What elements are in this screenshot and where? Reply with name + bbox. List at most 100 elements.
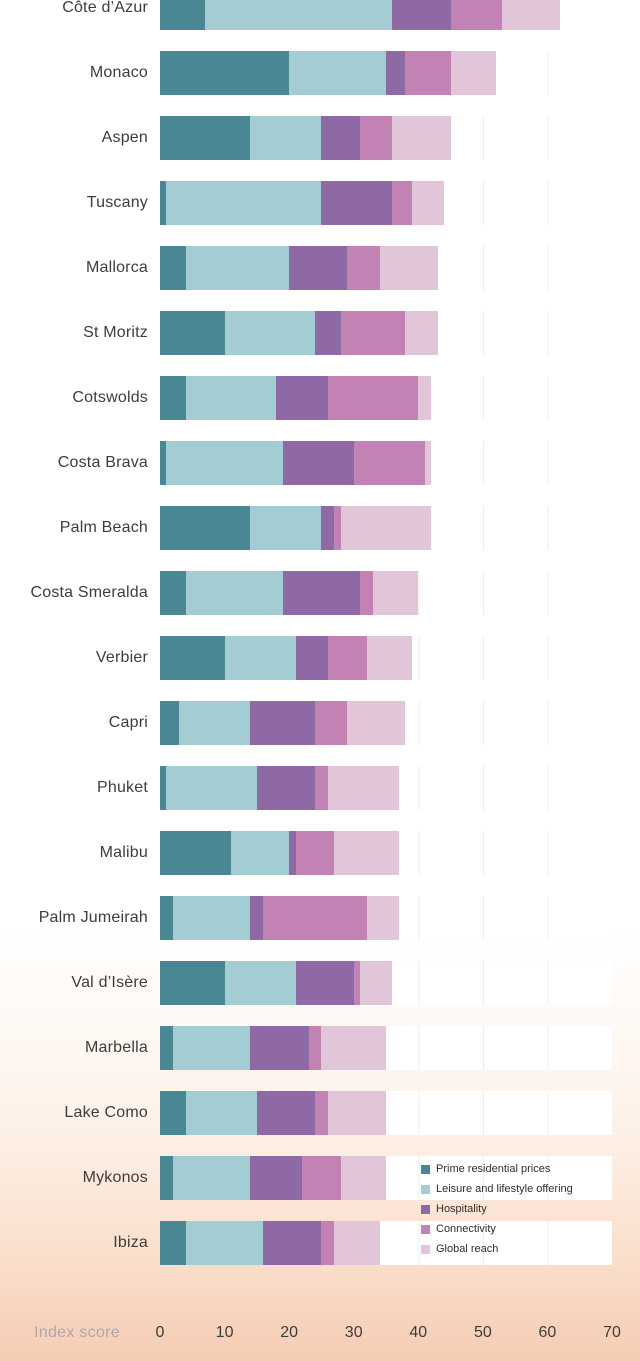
bar-segment-3: [289, 246, 348, 290]
bar-segment-1: [160, 506, 251, 550]
x-tick-label: 10: [215, 1324, 234, 1341]
legend-swatch: [421, 1164, 430, 1174]
bar-segment-5: [347, 701, 406, 745]
category-label: Côte d’Azur: [62, 0, 148, 16]
category-label: Costa Smeralda: [30, 584, 148, 601]
bar-segment-4: [360, 571, 374, 615]
bar-segment-5: [334, 1221, 380, 1265]
bar-segment-1: [160, 1091, 186, 1135]
bar-row: Palm Jumeirah: [0, 896, 640, 940]
category-label: Val d’Isère: [71, 974, 148, 991]
bar-segment-5: [418, 376, 432, 420]
bar-row: Phuket: [0, 766, 640, 810]
bar-row: Mallorca: [0, 246, 640, 290]
bar-segment-3: [250, 701, 315, 745]
bar-segment-3: [289, 831, 296, 875]
bar-segment-5: [366, 636, 412, 680]
bar-segment-2: [166, 181, 322, 225]
category-label: Monaco: [89, 64, 148, 81]
bar-segment-5: [411, 181, 445, 225]
bar-segment-3: [256, 1091, 315, 1135]
bar-row: Côte d’Azur: [0, 0, 640, 30]
bar-segment-1: [160, 246, 186, 290]
bar-segment-5: [502, 0, 561, 30]
bar-segment-4: [360, 116, 393, 160]
bar-track: [160, 51, 612, 95]
bar-segment-4: [314, 766, 328, 810]
x-axis-ticks: 0 10 20 30 40 50 60 70: [156, 1324, 621, 1346]
bar-segment-3: [256, 766, 315, 810]
bar-track: [160, 1156, 612, 1200]
bar-row: Palm Beach: [0, 506, 640, 550]
bar-segment-2: [172, 1026, 251, 1070]
x-axis: Index score 0 10 20 30 40 50 60 70: [0, 1286, 640, 1361]
bar-segment-4: [263, 896, 367, 940]
bar-segment-4: [314, 701, 348, 745]
bar-segment-3: [321, 181, 393, 225]
bar-segment-3: [276, 376, 328, 420]
bar-row: Marbella: [0, 1026, 640, 1070]
bar-segment-1: [160, 961, 225, 1005]
bar-segment-3: [250, 1156, 303, 1200]
bar-segment-1: [160, 376, 186, 420]
legend-item: Prime residential prices: [421, 1163, 573, 1175]
bar-row: Malibu: [0, 831, 640, 875]
bar-segment-4: [392, 181, 412, 225]
bar-segment-3: [321, 116, 361, 160]
bar-row: Verbier: [0, 636, 640, 680]
legend-label: Prime residential prices: [436, 1163, 551, 1175]
bar-segment-3: [314, 311, 341, 355]
bar-track: [160, 1026, 612, 1070]
bar-segment-2: [172, 896, 251, 940]
bar-track: [160, 246, 612, 290]
x-tick-label: 40: [409, 1324, 428, 1341]
bar-segment-2: [172, 1156, 251, 1200]
bar-row: St Moritz: [0, 311, 640, 355]
bar-segment-1: [160, 636, 225, 680]
bar-segment-1: [160, 181, 167, 225]
bar-track: [160, 181, 612, 225]
category-label: Tuscany: [86, 194, 148, 211]
bar-segment-4: [295, 831, 335, 875]
category-label: Mallorca: [85, 259, 148, 276]
legend-label: Global reach: [436, 1243, 499, 1255]
bar-segment-2: [185, 1091, 257, 1135]
bar-track: [160, 311, 612, 355]
bar-row: Lake Como: [0, 1091, 640, 1135]
bar-row: Costa Brava: [0, 441, 640, 485]
legend-label: Hospitality: [436, 1203, 487, 1215]
bar-row: Capri: [0, 701, 640, 745]
category-label: Cotswolds: [72, 389, 148, 406]
bar-segment-1: [160, 831, 232, 875]
category-label: Costa Brava: [57, 454, 148, 471]
category-label: Malibu: [99, 844, 148, 861]
bar-segment-5: [366, 896, 399, 940]
legend-swatch: [421, 1204, 430, 1214]
legend-item: Leisure and lifestyle offering: [421, 1183, 573, 1195]
legend-item: Hospitality: [421, 1203, 573, 1215]
bar-segment-2: [224, 636, 296, 680]
bar-segment-3: [321, 506, 335, 550]
bar-rows: Côte d’Azur Monaco Aspen Tuscany Mallorca St …: [0, 0, 640, 1265]
bar-segment-5: [405, 311, 438, 355]
bar-segment-2: [250, 116, 322, 160]
bar-segment-3: [282, 571, 361, 615]
bar-segment-5: [334, 831, 399, 875]
category-label: Verbier: [95, 649, 148, 666]
bar-segment-1: [160, 1026, 173, 1070]
bar-segment-1: [160, 0, 206, 30]
bar-segment-2: [231, 831, 290, 875]
bar-segment-1: [160, 441, 167, 485]
bar-segment-1: [160, 571, 186, 615]
bar-track: [160, 116, 612, 160]
bar-segment-2: [185, 1221, 264, 1265]
bar-segment-1: [160, 51, 290, 95]
x-tick-label: 30: [344, 1324, 363, 1341]
bar-row: Monaco: [0, 51, 640, 95]
bar-segment-5: [321, 1026, 386, 1070]
x-axis-label: Index score: [34, 1324, 121, 1341]
bar-segment-4: [327, 376, 419, 420]
bar-track: [160, 701, 612, 745]
bar-segment-4: [353, 441, 425, 485]
bar-segment-4: [308, 1026, 322, 1070]
